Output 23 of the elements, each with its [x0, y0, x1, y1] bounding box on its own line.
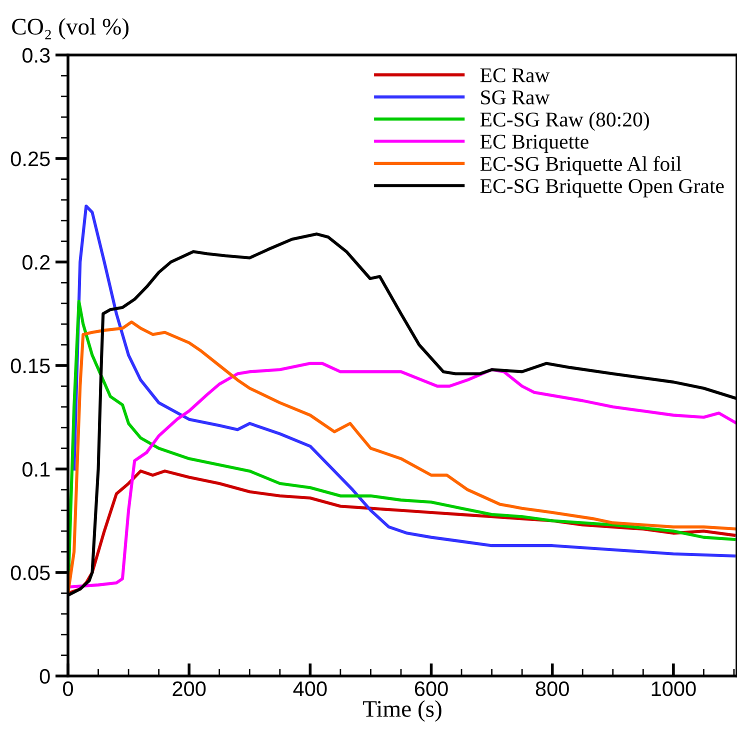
line-series: [72, 204, 736, 558]
legend-label: EC Raw: [480, 68, 550, 82]
legend-label: EC Briquette: [480, 134, 588, 153]
legend-label: EC-SG Briquette Open Grate: [480, 179, 724, 198]
legend-label: SG Raw: [481, 90, 550, 104]
y-tick-label: 0.1: [22, 462, 50, 477]
x-tick-label: 0: [63, 681, 73, 696]
y-tick-label: 0.15: [10, 358, 50, 374]
x-tick-label: 400: [293, 681, 327, 696]
x-axis-title: Time (s): [363, 700, 442, 722]
x-tick-label: 1000: [652, 681, 696, 696]
y-tick-label: 0.2: [22, 255, 50, 270]
y-tick-label: 0.3: [22, 48, 50, 63]
y-tick-label: 0: [40, 669, 50, 684]
legend-label: EC-SG Briquette Al foil: [480, 156, 682, 176]
y-tick-label: 0.05: [10, 566, 50, 580]
line-series: [68, 362, 737, 589]
x-tick-label: 600: [414, 681, 448, 696]
x-tick-label: 800: [536, 681, 569, 696]
x-tick-label: 200: [172, 681, 206, 696]
y-axis-title: CO₂ (vol %): [12, 18, 128, 40]
y-tick-label: 0.25: [10, 152, 50, 166]
legend-label: EC-SG Raw (80:20): [480, 112, 649, 131]
